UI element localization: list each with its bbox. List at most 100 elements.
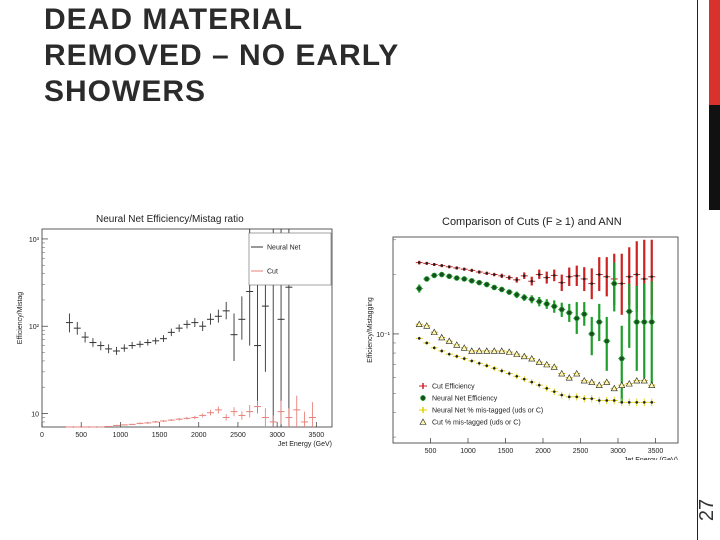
legend-item: Cut % mis-tagged (uds or C) <box>419 418 521 427</box>
point-marker <box>425 262 429 265</box>
data-point <box>550 363 558 370</box>
data-point <box>535 269 543 279</box>
data-point <box>543 271 551 284</box>
point-marker <box>588 378 596 385</box>
data-point <box>550 269 558 282</box>
data-point <box>183 320 191 329</box>
data-point <box>438 348 446 354</box>
y-tick-label: 10⁻¹ <box>376 332 390 339</box>
data-point <box>254 284 262 414</box>
data-point <box>144 421 152 424</box>
data-point <box>528 354 536 362</box>
data-point <box>610 396 618 405</box>
data-point <box>167 419 175 422</box>
y-tick-label: 10² <box>29 324 40 331</box>
data-point <box>618 253 626 315</box>
data-point <box>453 354 461 359</box>
point-marker <box>417 337 421 340</box>
data-point <box>490 272 498 277</box>
x-tick-label: 1000 <box>113 432 129 439</box>
legend-box <box>248 232 332 286</box>
point-marker <box>596 319 603 325</box>
legend-item: Neural Net % mis-tagged (uds or C) <box>419 407 543 415</box>
data-point <box>430 272 438 279</box>
point-marker <box>603 378 611 385</box>
point-marker <box>417 261 421 264</box>
legend-label: Cut <box>267 269 278 276</box>
data-point <box>445 337 453 344</box>
data-point <box>558 369 566 377</box>
point-marker <box>558 306 565 313</box>
slide-title: DEAD MATERIAL REMOVED – NO EARLY SHOWERS <box>44 2 464 110</box>
data-point <box>580 395 588 403</box>
data-point <box>543 360 551 368</box>
data-point <box>191 318 199 327</box>
data-point <box>588 395 596 403</box>
data-point <box>423 322 431 329</box>
data-point <box>475 279 483 286</box>
point-marker <box>625 379 633 387</box>
point-marker <box>595 381 603 388</box>
point-marker <box>635 273 639 276</box>
y-axis-label: Efficiency/Mistagging <box>367 297 374 363</box>
point-marker <box>627 401 631 404</box>
data-point <box>445 265 453 269</box>
point-marker <box>633 319 640 325</box>
data-point <box>191 415 199 420</box>
data-point <box>246 405 254 418</box>
data-point <box>573 302 581 334</box>
data-point <box>222 414 230 421</box>
data-point <box>293 395 301 427</box>
point-marker <box>642 277 646 281</box>
point-marker <box>500 369 504 373</box>
point-marker <box>590 282 594 285</box>
data-point <box>105 425 113 427</box>
x-tick-label: 1500 <box>152 432 168 439</box>
data-point <box>565 374 573 381</box>
data-point <box>565 393 573 401</box>
point-marker <box>415 320 423 328</box>
point-marker <box>476 279 483 286</box>
point-marker <box>513 350 521 357</box>
legend-item: Cut <box>251 269 278 276</box>
data-point <box>468 268 476 273</box>
data-point <box>625 398 633 407</box>
data-point <box>513 277 521 283</box>
point-marker <box>513 291 520 298</box>
data-point <box>520 294 528 301</box>
data-point <box>81 331 89 343</box>
point-marker <box>582 277 586 281</box>
series-2 <box>415 262 656 403</box>
point-marker <box>528 354 536 362</box>
data-point <box>468 347 476 354</box>
point-marker <box>423 322 431 329</box>
slide-title-line-2: REMOVED – NO EARLY <box>44 39 400 72</box>
data-point <box>648 398 656 407</box>
point-marker <box>611 280 618 287</box>
x-tick-label: 2000 <box>535 448 551 455</box>
point-marker <box>515 374 519 378</box>
slide-title-line-1: DEAD MATERIAL <box>44 3 304 36</box>
point-marker <box>507 372 511 375</box>
point-marker <box>565 374 573 381</box>
data-point <box>89 338 97 347</box>
point-marker <box>522 274 526 278</box>
point-marker <box>641 319 648 325</box>
legend-marker <box>419 418 427 425</box>
point-marker <box>521 294 528 301</box>
data-point <box>528 379 536 386</box>
data-point <box>415 260 423 265</box>
data-point <box>112 346 120 355</box>
point-marker <box>648 319 655 325</box>
point-marker <box>492 366 496 370</box>
point-marker <box>430 328 438 336</box>
data-point <box>112 424 120 426</box>
data-point <box>415 320 423 328</box>
data-point <box>588 378 596 385</box>
point-marker <box>552 274 556 277</box>
accent-bar-red <box>709 0 720 105</box>
data-point <box>588 268 596 300</box>
data-point <box>230 313 238 361</box>
data-point <box>128 423 136 425</box>
data-point <box>199 321 207 332</box>
